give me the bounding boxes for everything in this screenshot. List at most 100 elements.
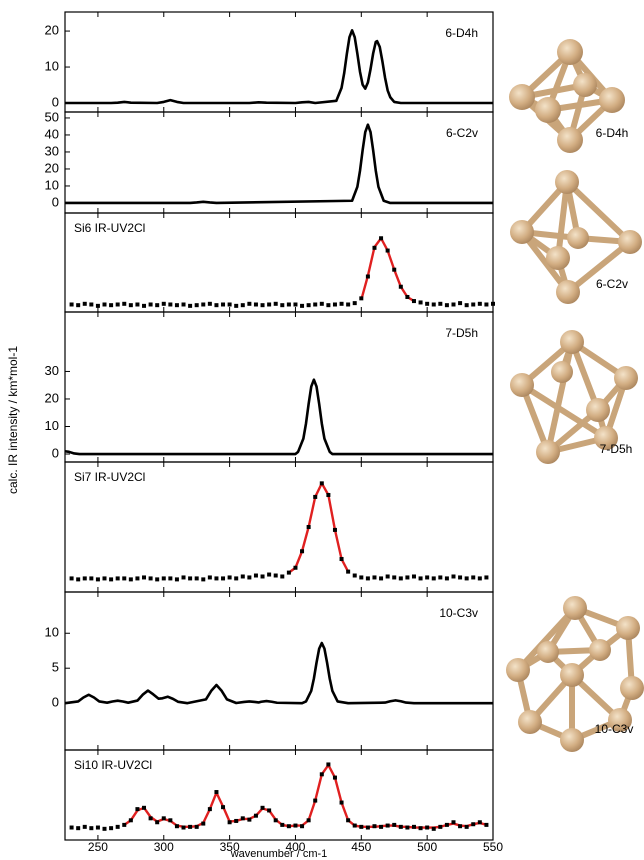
data-point bbox=[458, 301, 463, 306]
data-point bbox=[431, 576, 436, 581]
panel-frame bbox=[64, 591, 494, 751]
structure-label: 6-C2v bbox=[596, 277, 628, 291]
data-point bbox=[267, 572, 272, 577]
data-point bbox=[280, 303, 285, 308]
data-point bbox=[221, 805, 226, 810]
data-point bbox=[306, 303, 311, 308]
fit-line bbox=[288, 482, 350, 574]
data-point bbox=[425, 301, 430, 306]
data-point bbox=[346, 818, 351, 823]
data-point bbox=[286, 824, 291, 829]
data-point bbox=[464, 303, 469, 308]
data-point bbox=[286, 570, 291, 575]
y-tick-label: 0 bbox=[52, 695, 59, 710]
data-point bbox=[458, 824, 463, 829]
data-point bbox=[155, 577, 160, 582]
data-point bbox=[332, 527, 337, 532]
data-point bbox=[188, 303, 193, 308]
data-point bbox=[115, 576, 120, 581]
y-tick-label: 40 bbox=[45, 126, 59, 141]
data-point bbox=[306, 818, 311, 823]
data-point bbox=[221, 576, 226, 581]
data-point bbox=[326, 492, 331, 497]
data-point bbox=[425, 575, 430, 580]
panel-title: 6-D4h bbox=[445, 26, 478, 40]
spectrum-line bbox=[64, 378, 493, 456]
data-point bbox=[69, 825, 74, 830]
data-point bbox=[142, 303, 147, 308]
data-point bbox=[359, 296, 364, 301]
data-point bbox=[411, 574, 416, 579]
data-point bbox=[240, 574, 245, 579]
data-point bbox=[372, 575, 377, 580]
data-point bbox=[148, 816, 153, 821]
y-axis-label: calc. IR intensity / km*mol-1 bbox=[6, 346, 20, 494]
data-point bbox=[385, 823, 390, 828]
data-point bbox=[300, 303, 305, 308]
data-point bbox=[247, 817, 252, 822]
data-point bbox=[174, 577, 179, 582]
data-point bbox=[392, 575, 397, 580]
data-point bbox=[148, 576, 153, 581]
data-point bbox=[280, 574, 285, 579]
data-point bbox=[398, 284, 403, 289]
structure-6-c2v bbox=[510, 170, 642, 304]
data-point bbox=[260, 303, 265, 308]
data-point bbox=[253, 573, 258, 578]
structure-label: 10-C3v bbox=[595, 722, 634, 736]
data-point bbox=[346, 569, 351, 574]
x-axis-label: wavenumber / cm-1 bbox=[230, 848, 328, 860]
fit-line bbox=[360, 237, 415, 303]
data-point bbox=[352, 573, 357, 578]
data-point bbox=[464, 576, 469, 581]
panel-title: Si10 IR-UV2Cl bbox=[74, 758, 152, 772]
data-point bbox=[405, 294, 410, 299]
data-point bbox=[148, 302, 153, 307]
spectrum-line bbox=[64, 641, 493, 705]
y-tick-label: 10 bbox=[45, 418, 59, 433]
y-tick-label: 5 bbox=[52, 660, 59, 675]
data-point bbox=[444, 576, 449, 581]
panel-frame bbox=[64, 749, 494, 841]
data-point bbox=[431, 302, 436, 307]
data-point bbox=[168, 818, 173, 823]
data-point bbox=[405, 575, 410, 580]
data-point bbox=[273, 573, 278, 578]
data-point bbox=[227, 575, 232, 580]
panel-frame bbox=[64, 11, 494, 113]
data-point bbox=[484, 575, 489, 580]
data-point bbox=[161, 576, 166, 581]
data-point bbox=[168, 576, 173, 581]
data-point bbox=[201, 821, 206, 826]
x-tick-label: 450 bbox=[351, 840, 371, 854]
data-point bbox=[240, 816, 245, 821]
data-point bbox=[234, 303, 239, 308]
data-point bbox=[444, 303, 449, 308]
data-point bbox=[89, 302, 94, 307]
data-point bbox=[135, 807, 140, 812]
data-point bbox=[207, 807, 212, 812]
structure-label: 7-D5h bbox=[600, 442, 633, 456]
data-point bbox=[438, 575, 443, 580]
data-point bbox=[102, 826, 107, 831]
structure-10-c3v bbox=[506, 596, 644, 752]
data-point bbox=[471, 575, 476, 580]
y-tick-label: 0 bbox=[52, 445, 59, 460]
data-point bbox=[82, 301, 87, 306]
data-point bbox=[95, 825, 100, 830]
data-point bbox=[260, 574, 265, 579]
data-point bbox=[411, 824, 416, 829]
spectrum-line bbox=[65, 29, 493, 105]
data-point bbox=[122, 822, 127, 827]
data-point bbox=[207, 575, 212, 580]
y-tick-label: 50 bbox=[45, 109, 59, 124]
data-point bbox=[293, 823, 298, 828]
data-point bbox=[464, 824, 469, 829]
data-point bbox=[286, 302, 291, 307]
data-point bbox=[280, 822, 285, 827]
data-point bbox=[194, 576, 199, 581]
x-tick-label: 550 bbox=[483, 840, 503, 854]
data-point bbox=[181, 825, 186, 830]
data-point bbox=[471, 302, 476, 307]
panel-title: 10-C3v bbox=[439, 606, 478, 620]
